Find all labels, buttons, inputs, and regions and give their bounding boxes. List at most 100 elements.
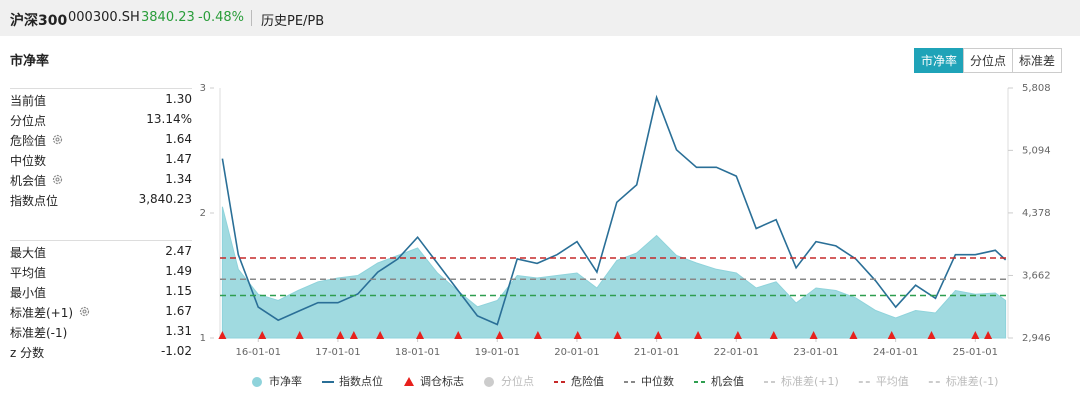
legend-item[interactable]: 机会值 bbox=[694, 374, 744, 388]
rebalance-marker bbox=[809, 331, 818, 339]
tabs: 市净率 分位点 标准差 bbox=[914, 48, 1063, 73]
stat-row: 机会值 1.34 bbox=[10, 169, 192, 189]
y-tick-label: 2 bbox=[200, 208, 206, 219]
x-tick-label: 16-01-01 bbox=[236, 347, 281, 358]
stat-label: 最小值 bbox=[10, 286, 47, 300]
legend-item[interactable]: 中位数 bbox=[624, 374, 674, 388]
x-tick-label: 19-01-01 bbox=[475, 347, 520, 358]
stat-row: 最大值 2.47 bbox=[10, 241, 192, 261]
rebalance-marker bbox=[258, 331, 267, 339]
stat-row: 平均值 1.49 bbox=[10, 261, 192, 281]
x-tick-label: 18-01-01 bbox=[395, 347, 440, 358]
stat-value: 1.47 bbox=[165, 152, 192, 166]
legend-item[interactable]: 平均值 bbox=[858, 375, 909, 388]
tab[interactable]: 标准差 bbox=[1012, 48, 1063, 73]
legend-label: 中位数 bbox=[641, 374, 674, 388]
rebalance-marker bbox=[927, 331, 936, 339]
tab[interactable]: 市净率 bbox=[914, 48, 965, 73]
stat-value: 3,840.23 bbox=[138, 192, 192, 206]
rebalance-marker bbox=[495, 331, 504, 339]
legend-label: 机会值 bbox=[711, 374, 744, 388]
rebalance-marker bbox=[849, 331, 858, 339]
change: -0.48% bbox=[198, 10, 244, 25]
tab[interactable]: 分位点 bbox=[963, 48, 1014, 73]
legend-item[interactable]: 标准差(+1) bbox=[764, 374, 839, 388]
stats-panel: 最大值 2.47 平均值 1.49 最小值 1.15 标准差(+1) 1.67 标准差(-1) 1… bbox=[10, 240, 192, 361]
stat-label: 分位点 bbox=[10, 114, 47, 128]
stat-label: 最大值 bbox=[10, 246, 47, 260]
legend-item[interactable]: 指数点位 bbox=[322, 374, 383, 388]
rebalance-marker bbox=[613, 331, 622, 339]
legend-label: 标准差(-1) bbox=[946, 374, 999, 388]
stat-value: 1.67 bbox=[165, 304, 192, 318]
rebalance-marker bbox=[533, 331, 542, 339]
legend-item[interactable]: 调仓标志 bbox=[404, 374, 464, 388]
stat-row: 当前值 1.30 bbox=[10, 89, 192, 109]
history-link[interactable]: 历史PE/PB bbox=[261, 14, 325, 29]
price: 3840.23 bbox=[141, 10, 195, 25]
rebalance-marker bbox=[376, 331, 385, 339]
y2-tick-label: 2,946 bbox=[1022, 333, 1051, 344]
x-tick-label: 17-01-01 bbox=[315, 347, 360, 358]
stat-row: 标准差(+1) 1.67 bbox=[10, 301, 192, 321]
rebalance-marker bbox=[887, 331, 896, 339]
legend-label: 市净率 bbox=[269, 374, 302, 388]
legend-symbol bbox=[252, 377, 262, 387]
rebalance-marker bbox=[218, 331, 227, 339]
rebalance-marker bbox=[733, 331, 742, 339]
stat-row: 危险值 1.64 bbox=[10, 129, 192, 149]
settings-icon[interactable] bbox=[52, 174, 63, 185]
stat-label: z 分数 bbox=[10, 346, 45, 360]
settings-icon[interactable] bbox=[79, 306, 90, 317]
stat-label: 中位数 bbox=[10, 154, 47, 168]
stats-panel: 当前值 1.30 分位点 13.14% 危险值 1.64 中位数 1.47 机会值 1.34 指数点… bbox=[10, 88, 192, 209]
rebalance-marker bbox=[415, 331, 424, 339]
rebalance-marker bbox=[971, 331, 980, 339]
y2-tick-label: 5,094 bbox=[1022, 145, 1051, 156]
y-tick-label: 3 bbox=[200, 83, 206, 94]
legend-symbol bbox=[404, 377, 414, 386]
y2-tick-label: 5,808 bbox=[1022, 83, 1051, 94]
index-line bbox=[221, 94, 1007, 326]
rebalance-marker bbox=[573, 331, 582, 339]
legend-item[interactable]: 标准差(-1) bbox=[928, 374, 999, 388]
stat-value: 1.15 bbox=[165, 284, 192, 298]
legend-label: 标准差(+1) bbox=[781, 374, 839, 388]
x-tick-label: 25-01-01 bbox=[953, 347, 998, 358]
stat-row: 最小值 1.15 bbox=[10, 281, 192, 301]
stat-label: 指数点位 bbox=[10, 194, 59, 208]
legend-item[interactable]: 市净率 bbox=[252, 374, 302, 388]
stat-row: 中位数 1.47 bbox=[10, 149, 192, 169]
rebalance-marker bbox=[336, 331, 345, 339]
top-bar: 沪深300 000300.SH 3840.23 -0.48% 历史PE/PB bbox=[0, 0, 1080, 36]
stat-value: -1.02 bbox=[160, 344, 192, 358]
x-tick-label: 20-01-01 bbox=[554, 347, 599, 358]
legend-item[interactable]: 危险值 bbox=[554, 374, 604, 388]
stat-label: 标准差(+1) bbox=[10, 306, 74, 320]
stat-label: 平均值 bbox=[10, 266, 47, 280]
legend-label: 调仓标志 bbox=[420, 374, 464, 388]
x-tick-label: 23-01-01 bbox=[793, 347, 838, 358]
y-tick-label: 1 bbox=[200, 333, 206, 344]
stat-value: 1.34 bbox=[165, 172, 192, 186]
legend-symbol bbox=[484, 377, 494, 387]
separator bbox=[251, 10, 252, 26]
stat-value: 13.14% bbox=[146, 112, 192, 126]
stat-value: 1.31 bbox=[165, 324, 192, 338]
legend-label: 指数点位 bbox=[339, 374, 383, 388]
stat-row: z 分数 -1.02 bbox=[10, 341, 192, 361]
rebalance-marker bbox=[984, 331, 993, 339]
stat-value: 1.64 bbox=[165, 132, 192, 146]
x-tick-label: 24-01-01 bbox=[873, 347, 918, 358]
x-tick-label: 22-01-01 bbox=[714, 347, 759, 358]
rebalance-marker bbox=[769, 331, 778, 339]
rebalance-marker bbox=[654, 331, 663, 339]
settings-icon[interactable] bbox=[52, 134, 63, 145]
legend-label: 危险值 bbox=[571, 374, 604, 388]
stat-label: 机会值 bbox=[10, 174, 47, 188]
y2-tick-label: 4,378 bbox=[1022, 208, 1051, 219]
legend-item[interactable]: 分位点 bbox=[484, 374, 534, 388]
pb-area bbox=[221, 206, 1007, 339]
